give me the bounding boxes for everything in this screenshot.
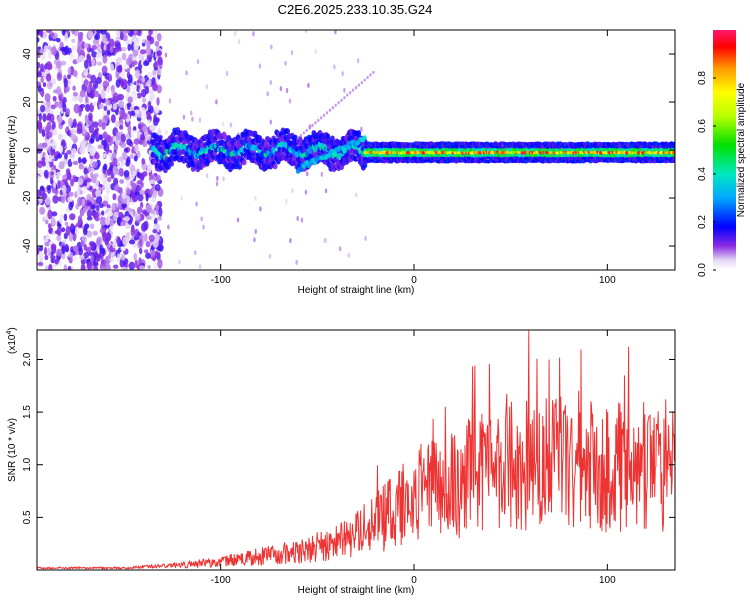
colorbar-tick-label: 0.6	[697, 119, 708, 133]
spectrogram-y-tick-label: 20	[22, 96, 33, 108]
colorbar-tick-label: 0.4	[697, 167, 708, 181]
snr-y-tick-label: 0.5	[22, 510, 33, 524]
spectrogram-y-label: Frequency (Hz)	[7, 116, 18, 185]
snr-y-tick-label: 1.5	[22, 405, 33, 419]
chart-title: C2E6.2025.233.10.35.G24	[278, 2, 433, 17]
snr-x-ticks: -100 0 100	[211, 330, 616, 586]
spectrogram-x-ticks: -100 0 100	[211, 30, 616, 286]
spectrogram-x-label: Height of straight line (km)	[298, 285, 415, 296]
colorbar-label: Normalized spectral amplitude	[736, 82, 747, 217]
spectrogram-x-tick-label: 0	[411, 275, 417, 286]
spectrogram-y-tick-label: -40	[22, 238, 33, 253]
colorbar-tick-label: 0.8	[697, 71, 708, 85]
spectrogram-panel: -100 0 100 -40 -20 0 20 40 Height of straight …	[7, 29, 676, 296]
colorbar-tick-label: 0.2	[697, 215, 708, 229]
snr-x-label: Height of straight line (km)	[298, 585, 415, 596]
snr-x-tick-label: -100	[211, 575, 231, 586]
spectrogram-y-tick-label: 0	[22, 147, 33, 153]
snr-x-tick-label: 100	[599, 575, 616, 586]
spectrogram-x-tick-label: -100	[211, 275, 231, 286]
colorbar-tick-label: 0.0	[697, 263, 708, 277]
spectrogram-y-ticks: -40 -20 0 20 40	[22, 48, 675, 253]
colorbar-gradient	[713, 30, 736, 270]
colorbar-ticks: 0.0 0.2 0.4 0.6 0.8	[697, 71, 716, 277]
spectrogram-y-tick-label: -20	[22, 190, 33, 205]
svg-text:(x104): (x104)	[6, 327, 18, 354]
snr-series-line	[37, 330, 675, 570]
snr-scale-exponent: 4	[6, 331, 13, 335]
spectrogram-heatmap	[37, 30, 675, 270]
snr-y-tick-label: 1.0	[22, 457, 33, 471]
snr-y-tick-label: 2.0	[22, 352, 33, 366]
colorbar: 0.0 0.2 0.4 0.6 0.8 Normalized spectral ampl…	[697, 30, 747, 277]
spectrogram-y-tick-label: 40	[22, 48, 33, 60]
spectrogram-x-tick-label: 100	[599, 275, 616, 286]
snr-panel: -100 0 100 0.5 1.0 1.5 2.0 Height of straight…	[6, 327, 676, 596]
snr-frame	[36, 329, 676, 571]
snr-scale-label: (x104)	[6, 327, 18, 354]
snr-x-tick-label: 0	[411, 575, 417, 586]
snr-y-label: SNR (10 * v/v)	[7, 418, 18, 482]
snr-y-ticks: 0.5 1.0 1.5 2.0	[22, 352, 675, 524]
snr-scale-base: (x10	[7, 334, 18, 354]
